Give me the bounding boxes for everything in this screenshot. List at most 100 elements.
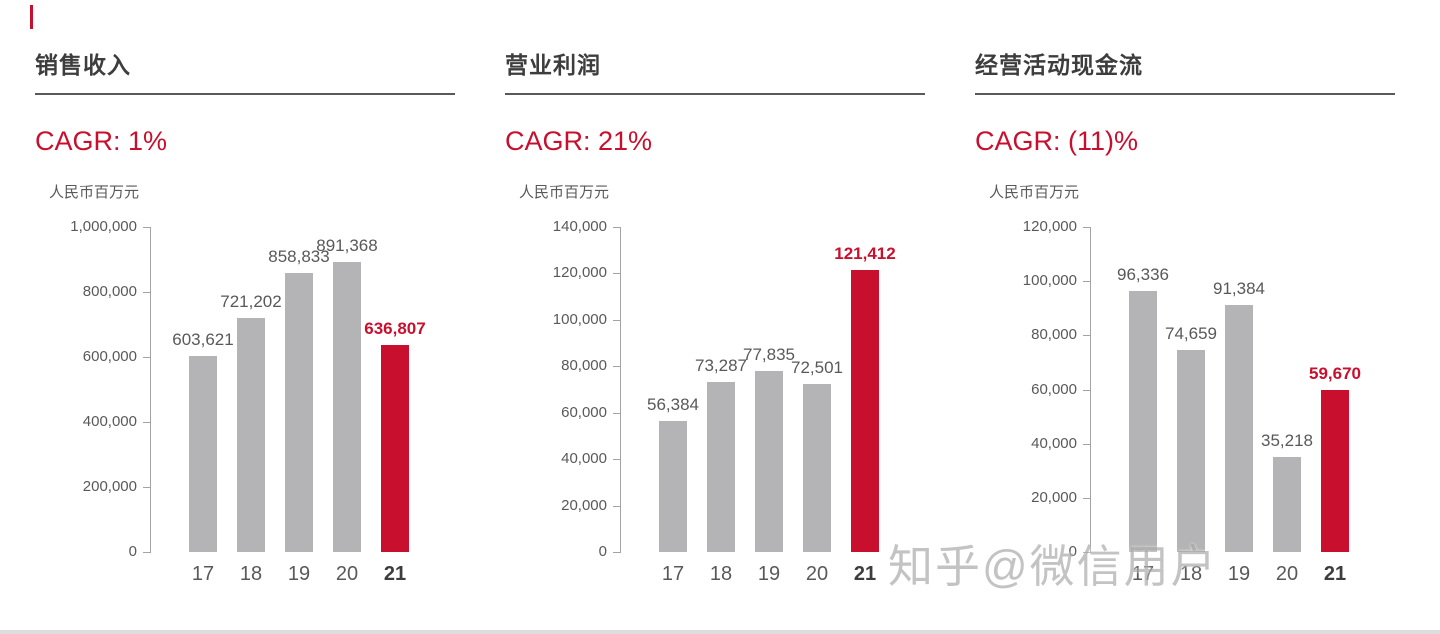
x-tick-label: 18 (1179, 563, 1203, 585)
x-tick-label: 18 (709, 563, 733, 585)
bar (755, 371, 783, 552)
y-tick-label: 20,000 (561, 496, 607, 514)
y-tick-mark (613, 505, 620, 507)
chart-operating-cash-flow: 经营活动现金流 CAGR: (11)% 人民币百万元 0 20,000 40,000… (975, 50, 1395, 587)
x-tick-label: 19 (1227, 563, 1251, 585)
chart-title: 经营活动现金流 (975, 52, 1143, 78)
y-tick-mark (1083, 389, 1090, 391)
unit-label: 人民币百万元 (989, 184, 1080, 201)
y-tick-label: 40,000 (561, 450, 607, 468)
bar (1321, 390, 1349, 552)
watermark: 知乎@微信用户 (888, 541, 1218, 592)
bar-value-label: 891,368 (316, 236, 378, 255)
x-axis-labels: 17 18 19 20 21 (975, 561, 1395, 587)
cagr-label: CAGR: (11)% (975, 126, 1139, 156)
y-tick-mark (1083, 281, 1090, 283)
y-tick-mark (143, 292, 150, 293)
cagr-label: CAGR: 1% (35, 126, 168, 156)
x-tick-label: 20 (335, 563, 359, 585)
y-tick-mark (613, 227, 620, 228)
y-tick-label: 400,000 (82, 413, 137, 430)
x-axis-labels: 17 18 19 20 21 (35, 561, 455, 587)
y-tick-label: 80,000 (1031, 326, 1077, 344)
bar-value-label: 59,670 (1309, 364, 1361, 383)
title-underline (975, 93, 1395, 95)
y-tick-label: 60,000 (561, 403, 607, 421)
y-tick-mark (613, 366, 620, 368)
y-tick-mark (613, 273, 620, 275)
bar (381, 345, 409, 552)
cagr-label: CAGR: 21% (505, 126, 653, 156)
y-tick-label: 600,000 (82, 348, 137, 365)
bar (803, 384, 831, 552)
y-tick-label: 0 (128, 543, 137, 560)
y-tick-label: 60,000 (1031, 380, 1077, 398)
red-accent-mark (30, 5, 33, 29)
y-tick-label: 0 (1068, 543, 1077, 560)
bottom-edge-strip (0, 630, 1440, 634)
chart-sales-revenue: 销售收入 CAGR: 1% 人民币百万元 0 200,000 400,000 600,… (35, 50, 455, 587)
y-axis-line (1090, 227, 1091, 553)
x-tick-label: 21 (383, 563, 407, 585)
y-tick-label: 40,000 (1031, 434, 1077, 452)
y-tick-mark (143, 422, 150, 423)
x-tick-label: 21 (1323, 563, 1347, 585)
bar (1273, 457, 1301, 552)
y-tick-label: 20,000 (1031, 488, 1077, 506)
x-axis-labels: 17 18 19 20 21 (505, 561, 925, 587)
y-axis-line (150, 227, 151, 553)
y-tick-mark (613, 319, 620, 321)
bar-value-label: 636,807 (364, 319, 426, 338)
bar-value-label: 56,384 (647, 395, 699, 414)
y-tick-mark (613, 459, 620, 461)
bar (237, 318, 265, 552)
chart-title: 营业利润 (505, 52, 601, 78)
bar-value-label: 91,384 (1213, 279, 1265, 298)
y-tick-mark (1083, 497, 1090, 499)
x-tick-label: 20 (805, 563, 829, 585)
chart-title: 销售收入 (35, 52, 131, 78)
bar (1177, 350, 1205, 552)
bar (707, 382, 735, 552)
chart-operating-profit: 营业利润 CAGR: 21% 人民币百万元 0 20,000 40,000 60,00… (505, 50, 925, 587)
x-tick-label: 17 (1131, 563, 1155, 585)
bar-value-label: 73,287 (695, 356, 747, 375)
y-tick-mark (1083, 227, 1090, 228)
y-tick-mark (1083, 443, 1090, 445)
y-axis-line (620, 227, 621, 553)
unit-label: 人民币百万元 (49, 184, 140, 201)
bar (333, 262, 361, 552)
bar-value-label: 35,218 (1261, 431, 1313, 450)
bar-value-label: 77,835 (743, 345, 795, 364)
bar (1225, 305, 1253, 552)
y-tick-label: 1,000,000 (70, 218, 137, 235)
y-tick-mark (613, 412, 620, 414)
y-tick-mark (143, 487, 150, 488)
x-tick-label: 17 (661, 563, 685, 585)
y-tick-label: 800,000 (82, 283, 137, 300)
y-tick-label: 120,000 (552, 264, 607, 282)
bar-value-label: 96,336 (1117, 265, 1169, 284)
bar-value-label: 603,621 (172, 330, 234, 349)
x-tick-label: 21 (853, 563, 877, 585)
y-tick-mark (613, 552, 620, 553)
bar (1129, 291, 1157, 552)
x-tick-label: 18 (239, 563, 263, 585)
bar (659, 421, 687, 552)
x-tick-label: 17 (191, 563, 215, 585)
y-tick-mark (143, 552, 150, 553)
bar-value-label: 72,501 (791, 358, 843, 377)
y-tick-label: 120,000 (1022, 218, 1077, 235)
x-tick-label: 19 (757, 563, 781, 585)
bar-value-label: 121,412 (834, 244, 896, 263)
y-tick-mark (1083, 552, 1090, 553)
bar (851, 270, 879, 552)
y-tick-label: 200,000 (82, 478, 137, 495)
title-underline (505, 93, 925, 95)
y-tick-label: 100,000 (1022, 272, 1077, 290)
bar-value-label: 74,659 (1165, 324, 1217, 343)
y-tick-label: 80,000 (561, 357, 607, 375)
x-tick-label: 19 (287, 563, 311, 585)
bar-value-label: 721,202 (220, 292, 282, 311)
y-tick-mark (143, 357, 150, 358)
